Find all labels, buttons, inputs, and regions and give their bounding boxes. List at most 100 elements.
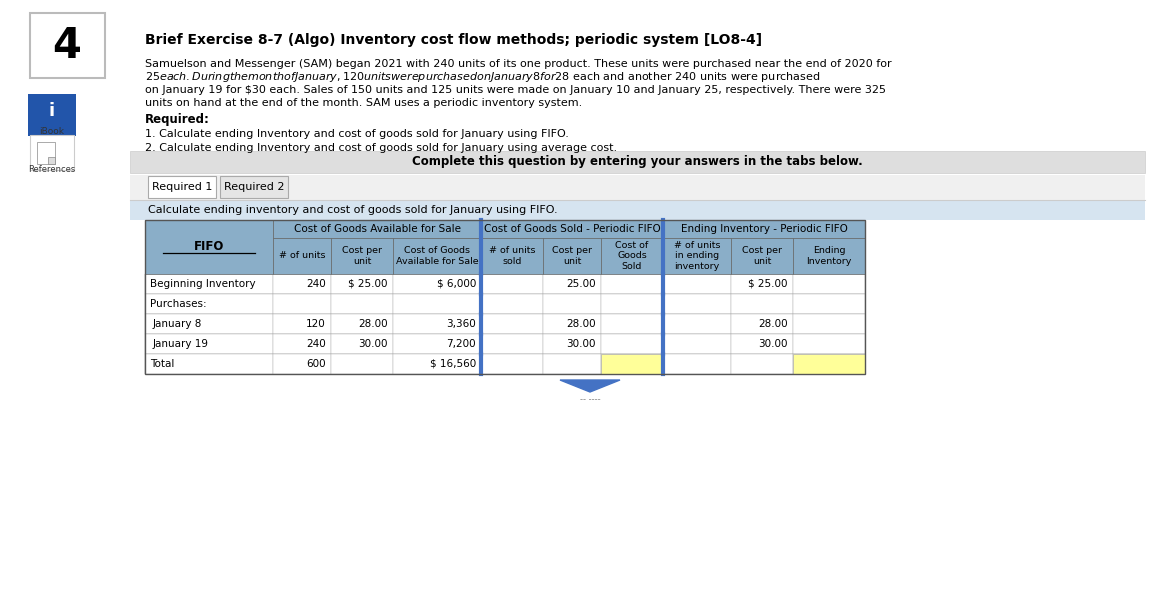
Bar [393, 294, 481, 314]
Bar [30, 135, 74, 170]
Text: 30.00: 30.00 [566, 339, 596, 349]
Bar [145, 294, 865, 314]
Text: Ending Inventory - Periodic FIFO: Ending Inventory - Periodic FIFO [681, 224, 848, 234]
Text: $25 each. During the month of January, 120 units were purchased on January 8 for: $25 each. During the month of January, 1… [145, 70, 820, 84]
Text: Cost per
unit: Cost per unit [342, 246, 382, 266]
Text: Purchases:: Purchases: [150, 299, 206, 309]
Bar [793, 274, 865, 294]
Bar [664, 314, 731, 334]
Bar [145, 334, 273, 354]
Bar [145, 274, 273, 294]
Text: 120: 120 [306, 319, 326, 329]
Bar [481, 294, 543, 314]
Text: FIFO: FIFO [194, 241, 224, 254]
Text: # of units: # of units [278, 252, 325, 260]
Bar [793, 314, 865, 334]
Bar [393, 314, 481, 334]
Text: Required 1: Required 1 [152, 182, 212, 192]
Bar [664, 354, 731, 374]
Text: Required 2: Required 2 [224, 182, 284, 192]
Text: Required:: Required: [145, 114, 210, 126]
Bar [664, 220, 865, 238]
Bar [393, 238, 481, 274]
Text: $ 16,560: $ 16,560 [429, 359, 476, 369]
Text: Cost per
unit: Cost per unit [742, 246, 782, 266]
Text: 240: 240 [306, 339, 326, 349]
Bar [731, 274, 793, 294]
Text: $ 25.00: $ 25.00 [348, 279, 387, 289]
Text: Ending
Inventory: Ending Inventory [806, 246, 851, 266]
Bar [793, 294, 865, 314]
Bar [130, 175, 1145, 200]
Bar [601, 274, 664, 294]
Bar [37, 142, 55, 164]
Bar [145, 354, 273, 374]
Bar [130, 151, 1145, 173]
Bar [145, 274, 865, 294]
Bar [331, 354, 393, 374]
Text: Cost per
unit: Cost per unit [552, 246, 592, 266]
Text: -- ----: -- ---- [580, 395, 601, 404]
Bar [731, 354, 793, 374]
Text: $ 6,000: $ 6,000 [436, 279, 476, 289]
Text: Calculate ending inventory and cost of goods sold for January using FIFO.: Calculate ending inventory and cost of g… [148, 205, 558, 215]
Text: Total: Total [150, 359, 174, 369]
Text: 28.00: 28.00 [358, 319, 387, 329]
Text: 28.00: 28.00 [759, 319, 788, 329]
Bar [145, 294, 273, 314]
Bar [543, 274, 601, 294]
Bar [331, 294, 393, 314]
Bar [273, 294, 331, 314]
Bar [273, 274, 331, 294]
Bar [331, 274, 393, 294]
Text: units on hand at the end of the month. SAM uses a periodic inventory system.: units on hand at the end of the month. S… [145, 98, 582, 108]
Bar [793, 354, 865, 374]
Bar [331, 238, 393, 274]
Bar [273, 238, 331, 274]
Bar [48, 157, 55, 164]
Text: 4: 4 [52, 25, 81, 67]
Bar [30, 13, 106, 78]
Bar [601, 294, 664, 314]
Bar [543, 314, 601, 334]
Bar [331, 334, 393, 354]
Bar [793, 238, 865, 274]
Bar [664, 274, 731, 294]
Text: 28.00: 28.00 [566, 319, 596, 329]
Bar [543, 294, 601, 314]
Bar [481, 274, 543, 294]
Text: on January 19 for $30 each. Sales of 150 units and 125 units were made on Januar: on January 19 for $30 each. Sales of 150… [145, 85, 886, 95]
Bar [731, 314, 793, 334]
Text: 25.00: 25.00 [566, 279, 596, 289]
Text: 30.00: 30.00 [358, 339, 387, 349]
Text: i: i [49, 102, 55, 120]
Text: Cost of Goods Sold - Periodic FIFO: Cost of Goods Sold - Periodic FIFO [484, 224, 660, 234]
Bar [481, 354, 543, 374]
Bar [793, 334, 865, 354]
Bar [664, 334, 731, 354]
Text: Cost of
Goods
Sold: Cost of Goods Sold [615, 241, 648, 271]
Text: Complete this question by entering your answers in the tabs below.: Complete this question by entering your … [412, 156, 862, 168]
Text: 1. Calculate ending Inventory and cost of goods sold for January using FIFO.: 1. Calculate ending Inventory and cost o… [145, 129, 568, 139]
Text: References: References [28, 165, 75, 174]
Bar [28, 94, 77, 136]
Text: $ 25.00: $ 25.00 [748, 279, 788, 289]
Bar [148, 176, 216, 198]
Bar [664, 238, 731, 274]
Bar [273, 354, 331, 374]
Bar [664, 294, 731, 314]
Text: Brief Exercise 8-7 (Algo) Inventory cost flow methods; periodic system [LO8-4]: Brief Exercise 8-7 (Algo) Inventory cost… [145, 33, 762, 47]
Text: 2. Calculate ending Inventory and cost of goods sold for January using average c: 2. Calculate ending Inventory and cost o… [145, 143, 617, 153]
Text: Cost of Goods
Available for Sale: Cost of Goods Available for Sale [396, 246, 478, 266]
Text: 7,200: 7,200 [447, 339, 476, 349]
Bar [145, 314, 273, 334]
Text: 30.00: 30.00 [759, 339, 788, 349]
Bar [481, 220, 664, 238]
Bar [543, 354, 601, 374]
Bar [481, 314, 543, 334]
Bar [130, 200, 1145, 220]
Text: Samuelson and Messenger (SAM) began 2021 with 240 units of its one product. Thes: Samuelson and Messenger (SAM) began 2021… [145, 59, 892, 69]
Text: # of units
in ending
inventory: # of units in ending inventory [674, 241, 720, 271]
Polygon shape [560, 380, 619, 392]
Text: # of units
sold: # of units sold [488, 246, 535, 266]
